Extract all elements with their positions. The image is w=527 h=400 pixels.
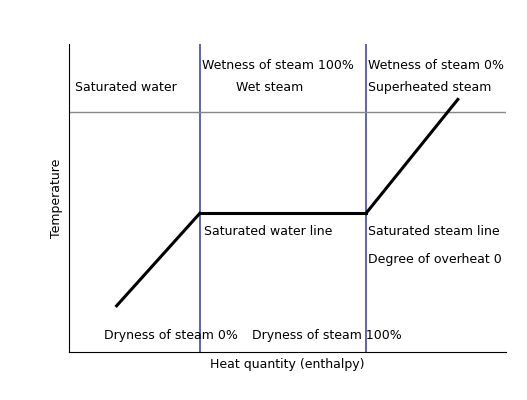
X-axis label: Heat quantity (enthalpy): Heat quantity (enthalpy) bbox=[210, 358, 365, 370]
Text: Wetness of steam 100%: Wetness of steam 100% bbox=[202, 59, 354, 72]
Text: Saturated steam line: Saturated steam line bbox=[368, 225, 500, 238]
Y-axis label: Temperature: Temperature bbox=[50, 158, 63, 238]
Text: [Fig.3] Saturated water, wet steam, and superheated steam: [Fig.3] Saturated water, wet steam, and … bbox=[5, 12, 522, 27]
Text: Wetness of steam 0%: Wetness of steam 0% bbox=[368, 59, 504, 72]
Text: Dryness of steam 100%: Dryness of steam 100% bbox=[252, 328, 402, 342]
Text: Superheated steam: Superheated steam bbox=[368, 81, 492, 94]
Text: Saturated water line: Saturated water line bbox=[204, 225, 333, 238]
Text: Wet steam: Wet steam bbox=[236, 81, 304, 94]
Text: Dryness of steam 0%: Dryness of steam 0% bbox=[103, 328, 237, 342]
Text: Saturated water: Saturated water bbox=[75, 81, 177, 94]
Text: Degree of overheat 0: Degree of overheat 0 bbox=[368, 253, 502, 266]
